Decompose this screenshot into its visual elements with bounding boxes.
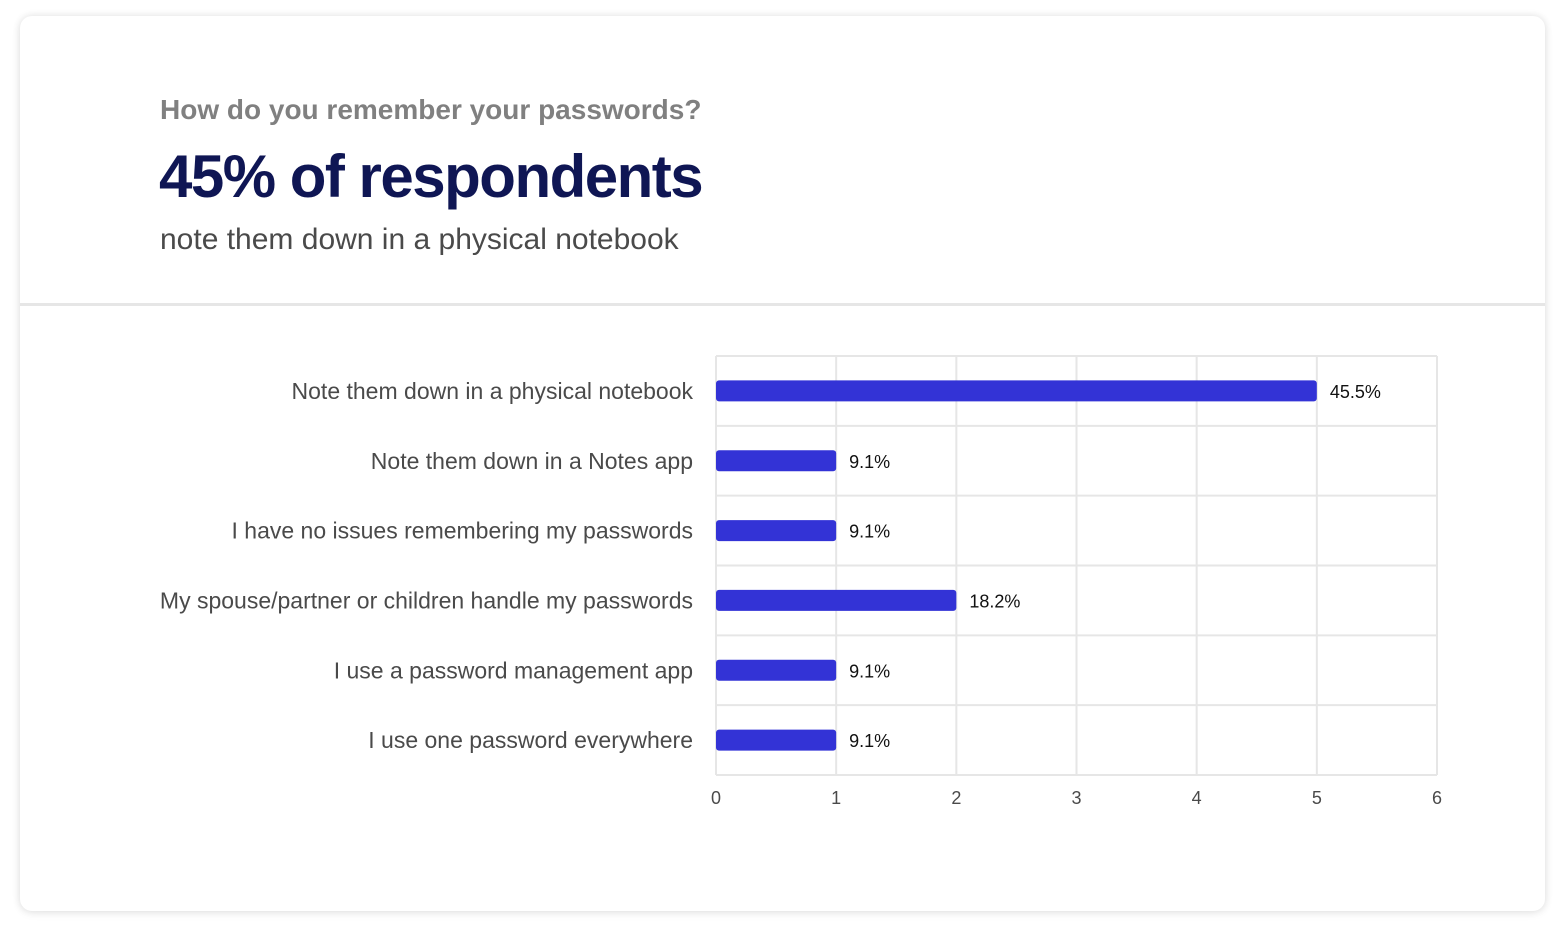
bar (716, 520, 837, 542)
headline-subtext: note them down in a physical notebook (160, 223, 679, 256)
x-tick-label: 6 (1432, 788, 1442, 808)
category-label: Note them down in a Notes app (371, 448, 693, 474)
data-label: 9.1% (849, 661, 890, 681)
category-label: Note them down in a physical notebook (292, 378, 694, 404)
data-label: 45.5% (1330, 382, 1381, 402)
bar (716, 729, 837, 751)
data-label: 9.1% (849, 522, 890, 542)
category-label: I have no issues remembering my password… (232, 518, 693, 544)
bar (716, 589, 957, 611)
bar (716, 659, 837, 681)
category-label: I use one password everywhere (368, 727, 693, 753)
x-tick-label: 2 (951, 788, 961, 808)
category-label: My spouse/partner or children handle my … (160, 587, 693, 613)
survey-card: How do you remember your passwords? 45% … (20, 16, 1545, 911)
data-label: 9.1% (849, 731, 890, 751)
survey-question: How do you remember your passwords? (160, 94, 702, 125)
x-tick-label: 4 (1192, 788, 1202, 808)
x-tick-label: 3 (1071, 788, 1081, 808)
headline-stat: 45% of respondents (159, 143, 704, 210)
card-header: How do you remember your passwords? 45% … (20, 16, 1545, 304)
category-label: I use a password management app (334, 657, 693, 683)
x-tick-label: 1 (831, 788, 841, 808)
bar (716, 450, 837, 472)
x-tick-label: 0 (711, 788, 721, 808)
x-tick-label: 5 (1312, 788, 1322, 808)
header-divider (20, 303, 1545, 306)
data-label: 9.1% (849, 452, 890, 472)
bar (716, 380, 1317, 402)
data-label: 18.2% (969, 591, 1020, 611)
